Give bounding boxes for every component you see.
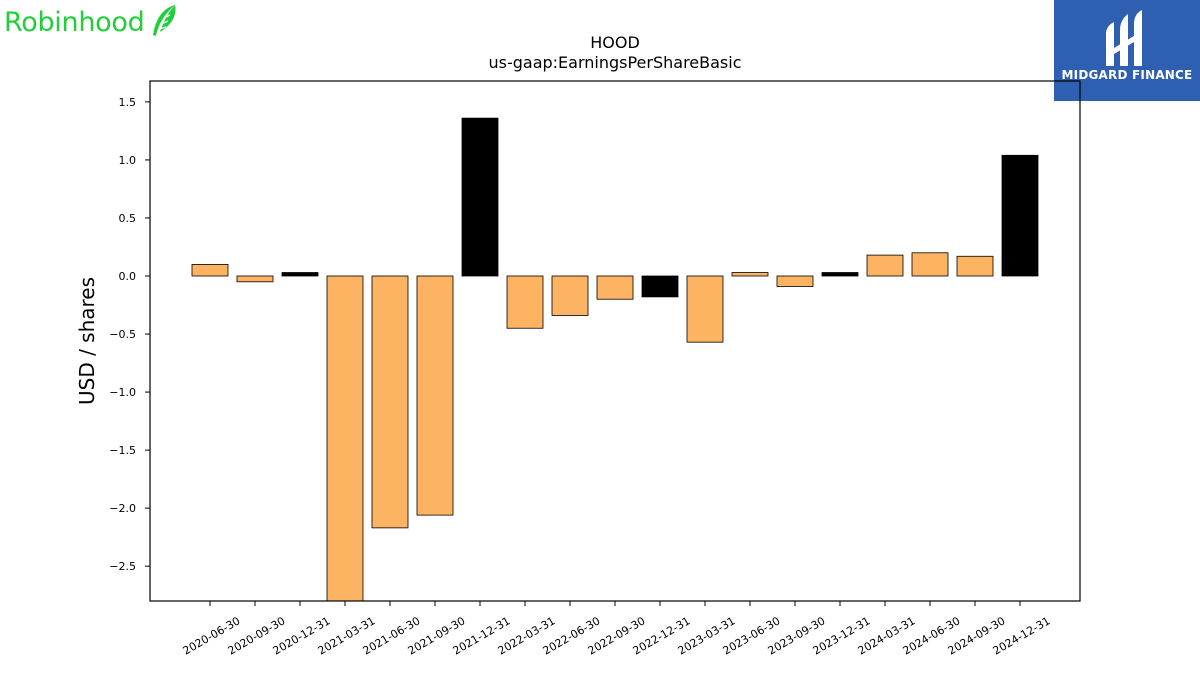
feather-icon [153, 5, 176, 36]
bar-2021-12-31 [461, 117, 499, 277]
y-tick-label: 0.5 [119, 212, 137, 225]
bar-2023-06-30 [731, 272, 769, 277]
bar-2024-09-30 [956, 255, 994, 277]
bar-2022-12-31 [641, 275, 679, 298]
bar-2023-12-31 [821, 272, 859, 277]
bar-2023-09-30 [776, 275, 814, 287]
bar-2020-09-30 [236, 275, 274, 283]
bar-2021-06-30 [371, 275, 409, 529]
bar-2023-03-31 [686, 275, 724, 343]
y-tick-label: 0.0 [119, 270, 137, 283]
bars-layer [191, 117, 1039, 602]
robinhood-wordmark: Robinhood [4, 6, 145, 38]
midgard-finance-brand: MIDGARD FINANCE [1054, 0, 1200, 101]
y-tick-label: −1.0 [109, 386, 136, 399]
bar-2024-03-31 [866, 254, 904, 277]
bar-2024-06-30 [911, 252, 949, 277]
y-tick-label: −1.5 [109, 444, 136, 457]
midgard-wordmark: MIDGARD FINANCE [1061, 68, 1193, 82]
y-tick-label: 1.5 [119, 96, 137, 109]
bar-2024-12-31 [1001, 154, 1039, 277]
midgard-logo-icon [1106, 10, 1142, 66]
bar-2021-09-30 [416, 275, 454, 516]
robinhood-brand: Robinhood [4, 2, 180, 42]
bar-2022-03-31 [506, 275, 544, 329]
y-tick-label: −0.5 [109, 328, 136, 341]
x-axis: 2020-06-302020-09-302020-12-312021-03-31… [181, 601, 1053, 658]
bar-2020-12-31 [281, 272, 319, 277]
bar-2020-06-30 [191, 263, 229, 277]
bar-2022-06-30 [551, 275, 589, 316]
y-tick-label: −2.5 [109, 560, 136, 573]
chart-title: HOOD [590, 33, 640, 52]
bar-2021-03-31 [326, 275, 364, 602]
y-axis-label: USD / shares [75, 277, 99, 405]
plot-frame [149, 80, 1081, 602]
bar-2022-09-30 [596, 275, 634, 300]
chart-subtitle: us-gaap:EarningsPerShareBasic [488, 53, 741, 72]
y-axis: 1.5 1.0 0.5 0.0 −0.5 −1.0 −1.5 −2.0 −2.5 [109, 96, 150, 573]
y-tick-label: 1.0 [119, 154, 137, 167]
y-tick-label: −2.0 [109, 502, 136, 515]
